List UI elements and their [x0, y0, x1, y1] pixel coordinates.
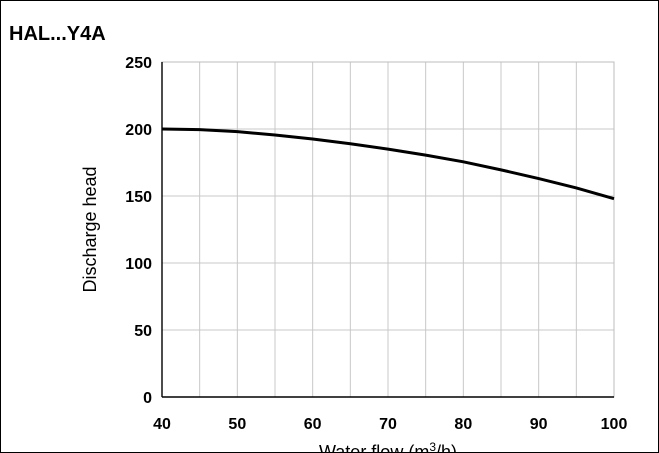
y-tick-label: 100 [125, 256, 152, 273]
grid-layer [161, 61, 615, 398]
x-tick-label: 40 [153, 416, 171, 433]
y-tick-label: 200 [125, 122, 152, 139]
x-tick-label: 70 [379, 416, 397, 433]
y-tick-label: 0 [143, 390, 152, 407]
y-tick-label: 50 [134, 323, 152, 340]
x-tick-label: 50 [228, 416, 246, 433]
x-tick-label: 80 [454, 416, 472, 433]
x-axis-label: Water flow (m3/h) [319, 440, 457, 452]
tick-label-layer: 0 50 100 150 200 250 40 50 60 70 80 90 100 [125, 55, 627, 433]
x-axis-label-end: /h) [436, 442, 457, 452]
x-tick-label: 100 [601, 416, 628, 433]
series-line [161, 127, 615, 201]
axis-layer [161, 62, 614, 398]
y-axis-label: Discharge head [80, 166, 100, 292]
y-tick-label: 150 [125, 189, 152, 206]
y-tick-label: 250 [125, 55, 152, 72]
x-axis-label-main: Water flow (m [319, 442, 429, 452]
x-tick-label: 60 [304, 416, 322, 433]
chart-title: HAL...Y4A [9, 23, 106, 45]
series-layer [161, 127, 615, 201]
x-tick-label: 90 [530, 416, 548, 433]
x-axis-label-superscript: 3 [429, 440, 436, 452]
